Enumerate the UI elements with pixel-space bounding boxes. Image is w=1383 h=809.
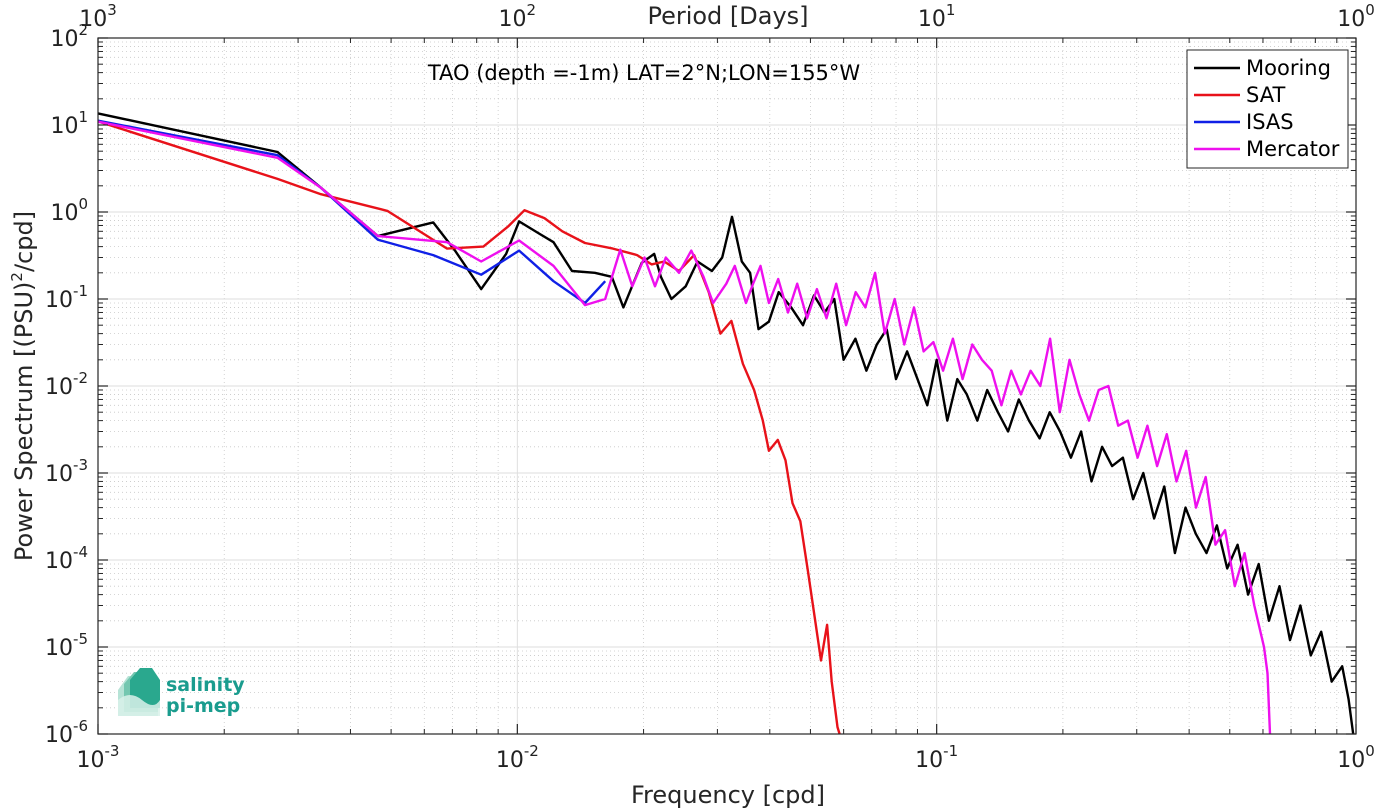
top-tick-label: 103 bbox=[79, 1, 117, 32]
y-tick-label: 101 bbox=[50, 108, 88, 139]
legend-label-mercator: Mercator bbox=[1246, 137, 1340, 161]
legend: Mooring SAT ISAS Mercator bbox=[1186, 49, 1349, 169]
series-line-mercator bbox=[97, 120, 1272, 735]
y-tick-label: 10-4 bbox=[45, 543, 88, 574]
logo-text-line1: salinity bbox=[166, 674, 245, 696]
top-tick-label: 102 bbox=[499, 1, 537, 32]
y-axis-label-sup: 2 bbox=[8, 272, 26, 282]
series-layer bbox=[97, 112, 1355, 735]
top-axis-label: Period [Days] bbox=[647, 2, 808, 30]
x-tick-label: 10-3 bbox=[77, 742, 120, 773]
logo-waves-icon bbox=[118, 668, 160, 716]
legend-label-mooring: Mooring bbox=[1246, 56, 1331, 80]
y-tick-label: 100 bbox=[50, 195, 88, 226]
axis-ticks bbox=[97, 37, 1357, 735]
legend-label-sat: SAT bbox=[1246, 83, 1285, 107]
legend-label-isas: ISAS bbox=[1246, 110, 1294, 134]
top-tick-label: 100 bbox=[1337, 1, 1375, 32]
top-tick-label: 101 bbox=[918, 1, 956, 32]
salinity-pi-mep-logo: salinity pi-mep bbox=[118, 668, 245, 717]
logo-text-line2: pi-mep bbox=[166, 695, 240, 717]
y-axis-label: Power Spectrum [(PSU)2/cpd] bbox=[8, 211, 38, 561]
y-tick-label: 10-2 bbox=[45, 369, 88, 400]
y-tick-label: 10-6 bbox=[45, 717, 88, 748]
y-tick-label: 10-5 bbox=[45, 630, 88, 661]
y-tick-label: 102 bbox=[50, 21, 88, 52]
y-tick-label: 10-1 bbox=[45, 282, 88, 313]
y-axis-label-tail: /cpd] bbox=[10, 211, 38, 272]
x-tick-label: 10-2 bbox=[496, 742, 539, 773]
series-line-mooring bbox=[97, 112, 1355, 735]
x-tick-label: 100 bbox=[1337, 742, 1375, 773]
x-axis-label: Frequency [cpd] bbox=[631, 781, 825, 809]
y-axis-label-main: Power Spectrum [(PSU) bbox=[10, 282, 38, 561]
x-tick-label: 10-1 bbox=[915, 742, 958, 773]
y-tick-label: 10-3 bbox=[45, 456, 88, 487]
chart-title: TAO (depth =-1m) LAT=2°N;LON=155°W bbox=[427, 61, 861, 85]
